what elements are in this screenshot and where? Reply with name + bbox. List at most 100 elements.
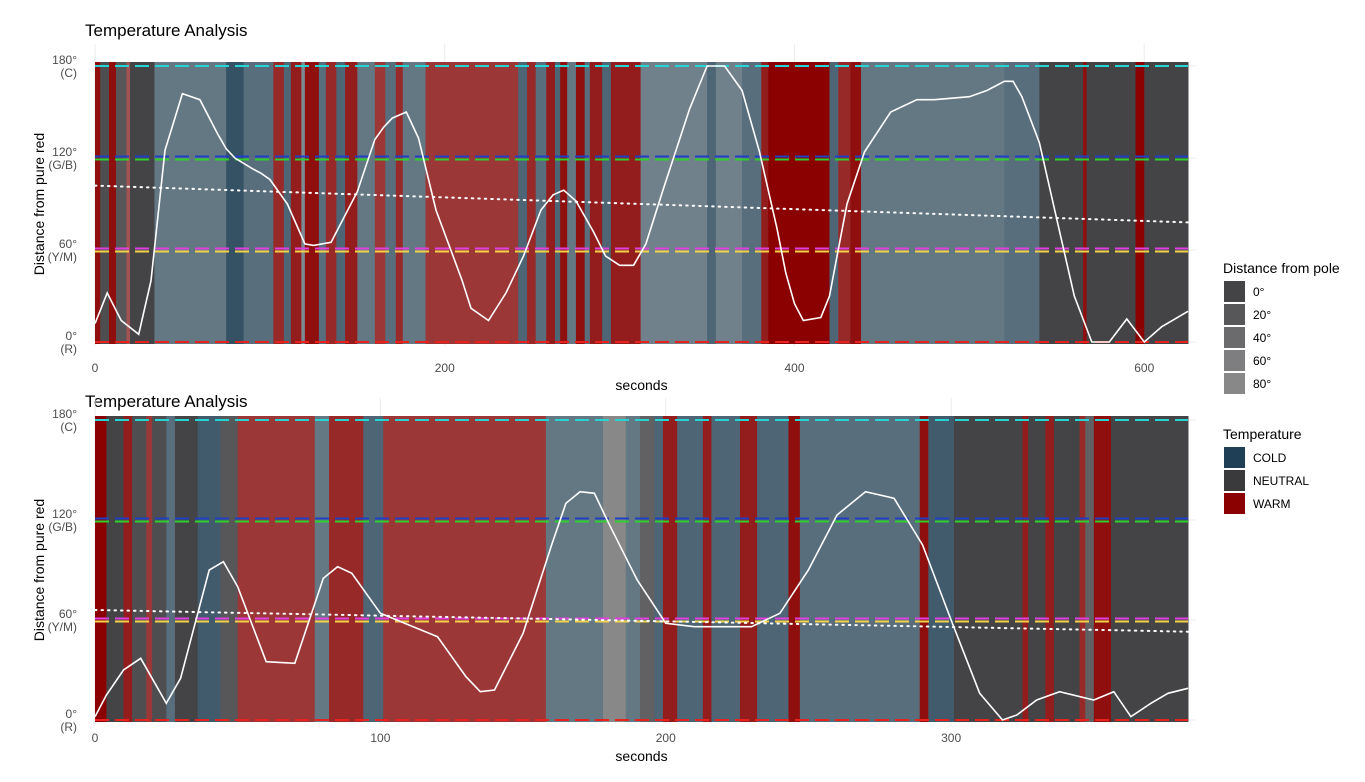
band-cold (757, 416, 789, 722)
y-tick-sublabel: (Y/M) (48, 620, 77, 634)
y-tick-sublabel: (G/B) (48, 158, 77, 172)
band-warm (325, 62, 337, 344)
band-cold (545, 416, 604, 722)
legend-pole-swatch (1224, 304, 1245, 325)
y-tick-label: 180° (52, 53, 77, 67)
y-tick-label: 120° (52, 145, 77, 159)
band-warm (1079, 416, 1086, 722)
legend-temperature-swatch (1224, 493, 1245, 514)
legend-pole-label: 40° (1253, 331, 1271, 345)
legend-temperature-label: COLD (1253, 451, 1287, 465)
band-cold (829, 62, 839, 344)
band-warm (1083, 62, 1088, 344)
band-cold (715, 62, 743, 344)
band-warm (662, 416, 678, 722)
band-warm (126, 62, 131, 344)
band-cold (402, 62, 427, 344)
hue-distance-line (94, 65, 1189, 344)
y-tick-sublabel: (Y/M) (48, 250, 77, 264)
y-tick-sublabel: (C) (60, 420, 77, 434)
chart-panel-bottom: Temperature Analysis 0 100 200 300 0°(R) 60°(Y… (31, 392, 1196, 764)
band-cold (243, 62, 274, 344)
band-cold (640, 62, 708, 344)
x-tick-label: 100 (370, 731, 390, 745)
band-warm (575, 62, 586, 344)
band-cold (625, 416, 641, 722)
legend-temperature-swatch (1224, 470, 1245, 491)
band-warm (1093, 416, 1112, 722)
band-neutral (115, 62, 127, 344)
band-neutral (100, 62, 110, 344)
band-neutral (1039, 62, 1084, 344)
legend-pole-label: 20° (1253, 308, 1271, 322)
band-warm (146, 416, 153, 722)
band-cold (707, 62, 717, 344)
band-warm (95, 416, 107, 722)
legend-pole-label: 80° (1253, 377, 1271, 391)
legend-temperature-swatch (1224, 447, 1245, 468)
y-tick-label: 0° (66, 707, 78, 721)
x-axis-label: seconds (615, 377, 667, 393)
band-neutral (1085, 416, 1095, 722)
x-tick-label: 600 (1134, 361, 1154, 375)
band-cold (154, 62, 227, 344)
band-warm (290, 62, 302, 344)
band-cold (314, 416, 330, 722)
band-cold (654, 416, 664, 722)
y-tick-sublabel: (G/B) (48, 520, 77, 534)
band-cold (567, 62, 577, 344)
band-warm (108, 62, 117, 344)
legend-pole-items: 0° 20° 40° 60° 80° (1224, 281, 1271, 394)
x-axis-label: seconds (615, 748, 667, 764)
y-tick-label: 120° (52, 507, 77, 521)
band-warm (1022, 416, 1029, 722)
band-neutral (1110, 416, 1189, 722)
band-cold (357, 62, 376, 344)
band-warm (739, 416, 758, 722)
trend-line (94, 609, 1189, 633)
chart-panel-top: Temperature Analysis 0 200 400 600 0°(R) 60°(Y… (31, 21, 1196, 393)
band-warm (768, 62, 830, 344)
x-tick-label: 0 (92, 361, 99, 375)
band-warm (237, 416, 316, 722)
hue-distance-line (94, 490, 1189, 721)
band-cold (860, 62, 1005, 344)
band-neutral (1144, 62, 1189, 344)
band-cold (602, 62, 612, 344)
y-axis-label: Distance from pure red (31, 133, 47, 275)
y-tick-sublabel: (R) (60, 342, 77, 356)
band-cold (584, 62, 591, 344)
band-cold (318, 62, 327, 344)
legend-pole-title: Distance from pole (1223, 260, 1340, 276)
band-neutral (106, 416, 125, 722)
band-neutral (220, 416, 239, 722)
band-cold (226, 62, 245, 344)
y-tick-sublabel: (R) (60, 720, 77, 734)
band-neutral (132, 416, 147, 722)
y-tick-label: 0° (66, 329, 78, 343)
band-neutral (1086, 62, 1137, 344)
x-tick-label: 400 (785, 361, 805, 375)
band-cold (535, 62, 547, 344)
band-neutral (602, 416, 627, 722)
band-neutral (174, 416, 199, 722)
band-warm (304, 62, 320, 344)
band-cold (363, 416, 384, 722)
band-cold (1004, 62, 1040, 344)
band-cold (518, 62, 528, 344)
band-cold (301, 62, 306, 344)
y-tick-label: 60° (59, 607, 77, 621)
legend: Distance from pole 0° 20° 40° 60° 80° Temper… (1223, 260, 1340, 514)
temperature-bands (95, 416, 1189, 722)
band-neutral (129, 62, 155, 344)
band-warm (761, 62, 769, 344)
band-neutral (1028, 416, 1046, 722)
band-warm (425, 62, 519, 344)
legend-temperature-label: WARM (1253, 497, 1291, 511)
legend-pole-swatch (1224, 327, 1245, 348)
legend-pole-swatch (1224, 350, 1245, 371)
x-tick-label: 300 (941, 731, 961, 745)
chart-title: Temperature Analysis (85, 21, 248, 40)
y-tick-sublabel: (C) (60, 66, 77, 80)
